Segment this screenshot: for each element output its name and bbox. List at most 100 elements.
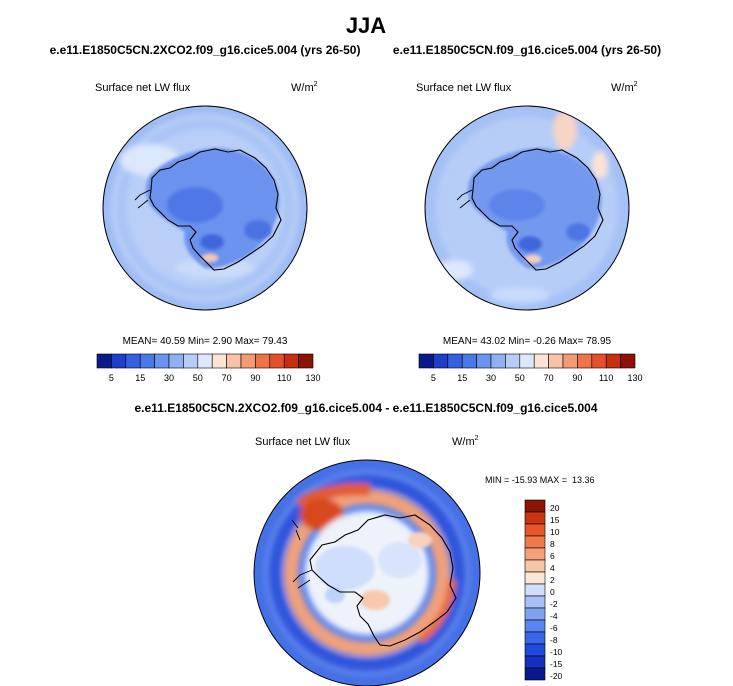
colorbar-cell [227,354,241,368]
colorbar-cell [477,354,491,368]
colorbar-cell [270,354,284,368]
colorbar-cell [520,354,534,368]
colorbar-cell [419,354,433,368]
colorbar-cell [525,560,545,572]
colorbar-tick-label: -20 [550,671,563,681]
colorbar-cell [525,572,545,584]
colorbar-cell [140,354,154,368]
colorbar-cell [525,608,545,620]
panel-right-field: Surface net LW flux [416,82,512,94]
colorbar-cell [198,354,212,368]
panel-diff-minmax: MIN = -15.93 MAX = 13.36 [485,475,595,485]
page-title: JJA [346,13,386,38]
colorbar-tick-label: -4 [550,611,558,621]
colorbar-cell [525,620,545,632]
panel-right-stats: MEAN= 43.02 Min= -0.26 Max= 78.95 [443,336,612,347]
colorbar-cell [525,596,545,608]
colorbar-cell [491,354,505,368]
colorbar-tick-label: 15 [550,515,560,525]
colorbar-tick-label: 110 [277,373,291,383]
colorbar-cell [577,354,591,368]
map-left [100,103,310,313]
colorbar-cell [525,656,545,668]
colorbar-cell [525,668,545,680]
colorbar-cell [621,354,635,368]
colorbar-cell [534,354,548,368]
colorbar-cell [525,500,545,512]
colorbar-tick-label: 5 [109,373,114,383]
panel-left-title: e.e11.E1850C5CN.2XCO2.f09_g16.cice5.004 … [50,43,361,57]
panel-diff-field: Surface net LW flux [255,436,351,448]
colorbar-cell [448,354,462,368]
colorbar-tick-label: 70 [222,373,232,383]
colorbar-cell [255,354,269,368]
colorbar-tick-label: 0 [550,587,555,597]
colorbar-cell [241,354,255,368]
colorbar-cell [299,354,313,368]
colorbar-tick-label: 50 [515,373,525,383]
colorbar-cell [525,524,545,536]
colorbar-tick-label: 70 [544,373,554,383]
colorbar-tick-label: 30 [164,373,174,383]
colorbar-tick-label: 10 [550,527,560,537]
colorbar-cell [563,354,577,368]
colorbar-cell [183,354,197,368]
colorbar-tick-label: 6 [550,551,555,561]
colorbar-left-ticks: 5 15 30 50 70 90 110 130 [109,373,321,383]
colorbar-cell [525,536,545,548]
panel-left-stats: MEAN= 40.59 Min= 2.90 Max= 79.43 [123,336,288,347]
figure: JJA e.e11.E1850C5CN.2XCO2.f09_g16.cice5.… [0,0,733,686]
colorbar-tick-label: 8 [550,539,555,549]
colorbar-cell [433,354,447,368]
colorbar-right-ticks: 5 15 30 50 70 90 110 130 [431,373,643,383]
colorbar-cell [212,354,226,368]
colorbar-cell [97,354,111,368]
colorbar-tick-label: 90 [250,373,260,383]
panel-right-units: W/m2 [611,81,638,94]
panel-diff-title: e.e11.E1850C5CN.2XCO2.f09_g16.cice5.004 … [135,401,598,415]
colorbar-tick-label: 130 [627,373,642,383]
colorbar-cell [169,354,183,368]
colorbar-tick-label: 15 [135,373,145,383]
colorbar-tick-label: 2 [550,575,555,585]
colorbar-cell [549,354,563,368]
colorbar-cell [525,632,545,644]
colorbar-tick-label: 130 [305,373,320,383]
colorbar-cell [606,354,620,368]
colorbar-tick-label: -10 [550,647,563,657]
colorbar-tick-label: 50 [193,373,203,383]
colorbar-tick-label: -8 [550,635,558,645]
colorbar-cell [525,644,545,656]
panel-left-units: W/m2 [291,81,318,94]
colorbar-cell [505,354,519,368]
colorbar-diff [525,500,545,680]
colorbar-tick-label: 110 [599,373,613,383]
colorbar-tick-label: 20 [550,503,560,513]
colorbar-tick-label: 5 [431,373,436,383]
panel-left: e.e11.E1850C5CN.2XCO2.f09_g16.cice5.004 … [50,43,361,383]
colorbar-cell [111,354,125,368]
colorbar-right [419,354,635,368]
colorbar-cell [525,512,545,524]
map-right [422,103,632,313]
colorbar-cell [462,354,476,368]
colorbar-tick-label: 4 [550,563,555,573]
colorbar-cell [525,584,545,596]
colorbar-cell [525,548,545,560]
panel-right-title: e.e11.E1850C5CN.f09_g16.cice5.004 (yrs 2… [393,43,661,57]
colorbar-tick-label: 30 [486,373,496,383]
colorbar-tick-label: -15 [550,659,563,669]
colorbar-tick-label: -2 [550,599,558,609]
colorbar-tick-label: -6 [550,623,558,633]
panel-right: e.e11.E1850C5CN.f09_g16.cice5.004 (yrs 2… [393,43,661,383]
colorbar-cell [126,354,140,368]
colorbar-cell [284,354,298,368]
colorbar-left [97,354,313,368]
colorbar-tick-label: 15 [457,373,467,383]
panel-diff-units: W/m2 [452,435,479,448]
colorbar-cell [155,354,169,368]
panel-left-field: Surface net LW flux [95,82,191,94]
colorbar-tick-label: 90 [572,373,582,383]
colorbar-cell [592,354,606,368]
